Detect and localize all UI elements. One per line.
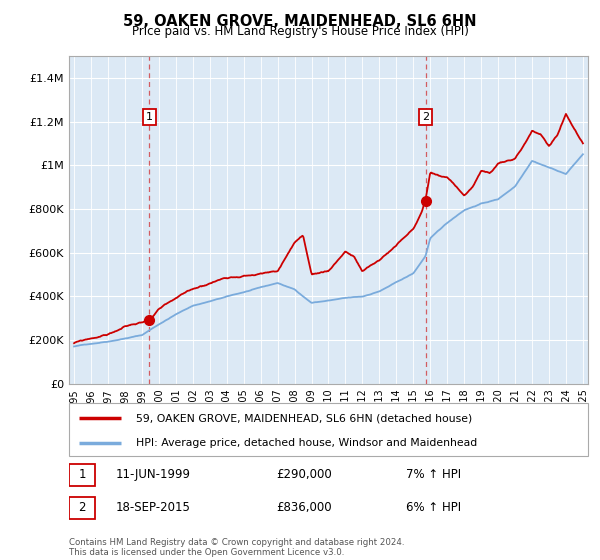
Text: HPI: Average price, detached house, Windsor and Maidenhead: HPI: Average price, detached house, Wind… bbox=[136, 438, 478, 448]
Text: £290,000: £290,000 bbox=[277, 468, 332, 482]
Text: 18-SEP-2015: 18-SEP-2015 bbox=[116, 501, 191, 515]
FancyBboxPatch shape bbox=[69, 497, 95, 519]
FancyBboxPatch shape bbox=[69, 464, 95, 486]
Text: Price paid vs. HM Land Registry's House Price Index (HPI): Price paid vs. HM Land Registry's House … bbox=[131, 25, 469, 38]
Text: 1: 1 bbox=[146, 112, 153, 122]
Text: 1: 1 bbox=[78, 468, 86, 482]
Text: 11-JUN-1999: 11-JUN-1999 bbox=[116, 468, 191, 482]
Text: £836,000: £836,000 bbox=[277, 501, 332, 515]
Text: 7% ↑ HPI: 7% ↑ HPI bbox=[406, 468, 461, 482]
Text: Contains HM Land Registry data © Crown copyright and database right 2024.
This d: Contains HM Land Registry data © Crown c… bbox=[69, 538, 404, 557]
Text: 2: 2 bbox=[78, 501, 86, 515]
Text: 2: 2 bbox=[422, 112, 429, 122]
Text: 59, OAKEN GROVE, MAIDENHEAD, SL6 6HN: 59, OAKEN GROVE, MAIDENHEAD, SL6 6HN bbox=[123, 14, 477, 29]
FancyBboxPatch shape bbox=[69, 403, 588, 456]
Text: 59, OAKEN GROVE, MAIDENHEAD, SL6 6HN (detached house): 59, OAKEN GROVE, MAIDENHEAD, SL6 6HN (de… bbox=[136, 413, 473, 423]
Text: 6% ↑ HPI: 6% ↑ HPI bbox=[406, 501, 461, 515]
